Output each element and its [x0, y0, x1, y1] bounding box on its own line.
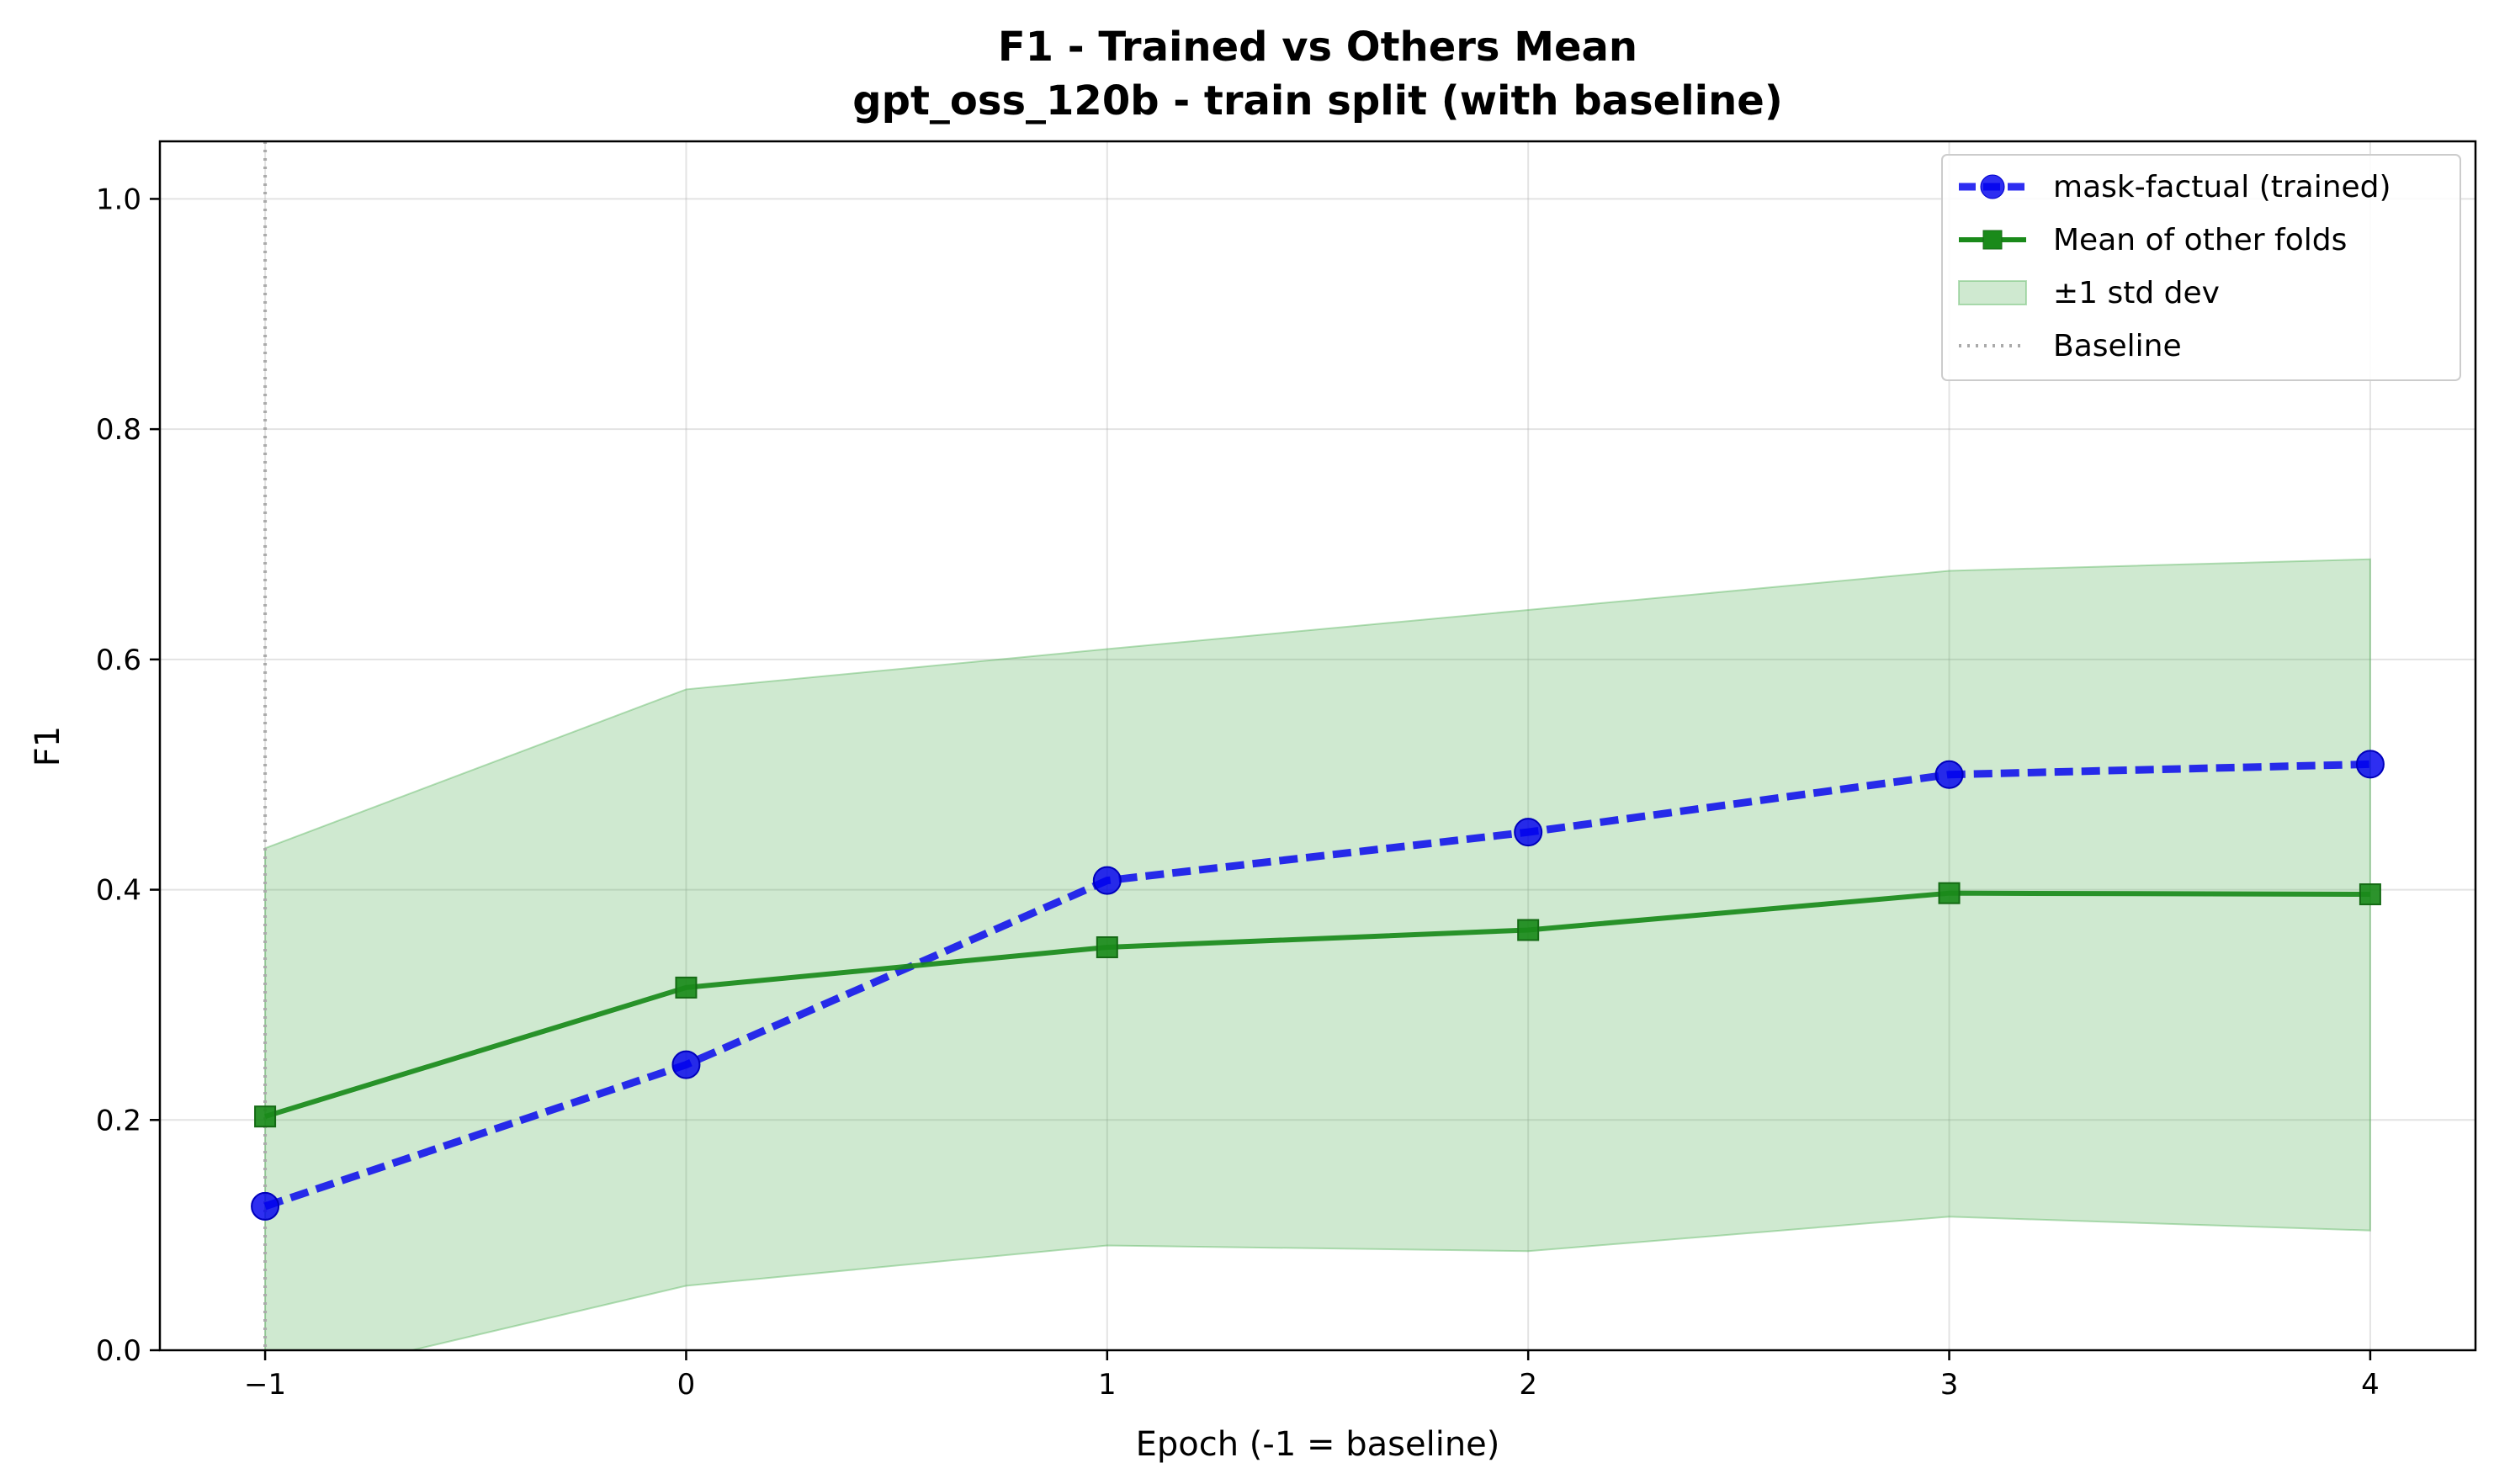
x-tick-label: 1 — [1098, 1368, 1117, 1402]
data-point-trained — [1514, 818, 1543, 847]
x-tick-label: 4 — [2361, 1368, 2380, 1402]
legend-box — [1941, 154, 2461, 381]
x-tick-label: 0 — [677, 1368, 696, 1402]
x-axis-label: Epoch (-1 = baseline) — [1136, 1425, 1500, 1464]
legend-label-trained: mask-factual (trained) — [2053, 170, 2391, 204]
data-point-trained — [251, 1191, 280, 1221]
legend-marker-trained — [1980, 174, 2005, 199]
series-line-0 — [263, 760, 2371, 1211]
data-point-trained — [1092, 866, 1122, 895]
data-point-mean — [1096, 936, 1118, 958]
axis-ticks: −1 0 1 2 3 4 0.0 0.2 0.4 0.6 0.8 1.0 — [96, 183, 2380, 1402]
std-band-layer — [264, 558, 2371, 1350]
y-tick-label: 0.2 — [96, 1104, 141, 1137]
data-point-mean — [1517, 919, 1540, 941]
legend-patch-std — [1958, 280, 2027, 305]
series-line-1 — [264, 890, 2370, 1120]
y-tick-label: 0.8 — [96, 413, 141, 447]
std-dev-band — [264, 558, 2371, 1350]
y-tick-label: 0.0 — [96, 1334, 141, 1368]
legend-label-baseline: Baseline — [2053, 329, 2182, 363]
legend-label-std: ±1 std dev — [2053, 276, 2220, 310]
x-tick-label: 3 — [1940, 1368, 1959, 1402]
data-point-mean — [2359, 883, 2381, 906]
y-tick-label: 0.6 — [96, 644, 141, 677]
series-layer — [251, 750, 2385, 1221]
y-tick-label: 1.0 — [96, 183, 141, 216]
legend-label-mean: Mean of other folds — [2053, 223, 2347, 257]
x-tick-label: −1 — [244, 1368, 286, 1402]
data-point-trained — [2355, 750, 2385, 779]
y-axis-label: F1 — [29, 726, 67, 766]
legend-marker-mean — [1982, 230, 2003, 250]
chart-title: F1 - Trained vs Others Mean — [998, 24, 1637, 71]
data-point-mean — [1938, 882, 1961, 904]
data-point-trained — [671, 1050, 701, 1079]
x-tick-label: 2 — [1519, 1368, 1537, 1402]
y-tick-label: 0.4 — [96, 874, 141, 908]
legend: mask-factual (trained) Mean of other fol… — [1941, 154, 2461, 381]
chart-subtitle: gpt_oss_120b - train split (with baselin… — [852, 77, 1783, 125]
data-point-mean — [254, 1105, 277, 1128]
data-point-trained — [1934, 760, 1964, 789]
plot-frame — [158, 140, 2477, 1352]
data-point-mean — [675, 976, 698, 999]
